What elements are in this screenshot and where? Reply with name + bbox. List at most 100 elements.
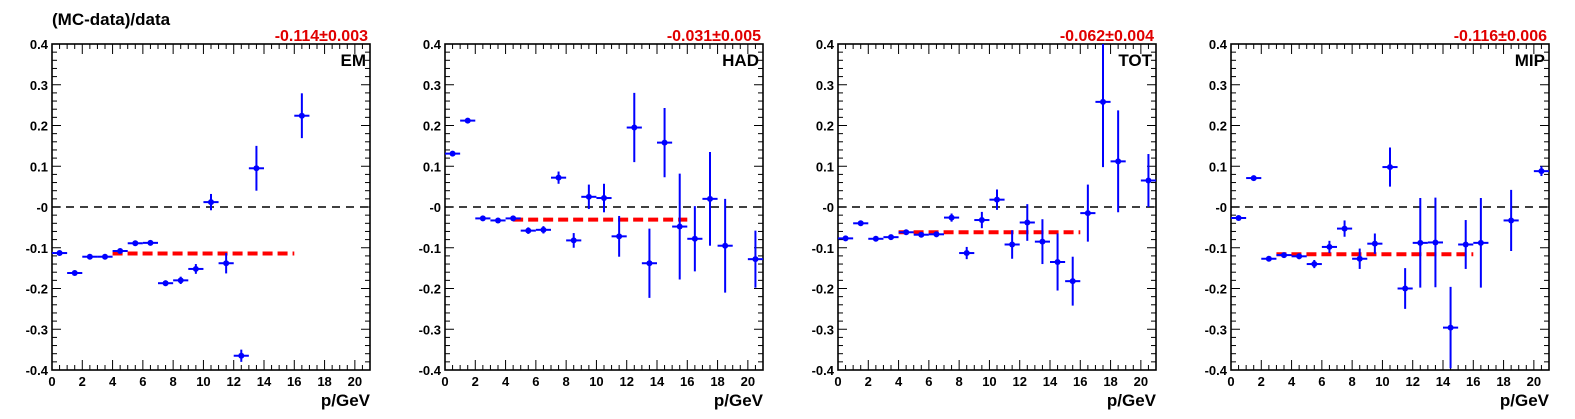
y-tick-label: 0.2 bbox=[816, 119, 834, 134]
data-point bbox=[1050, 233, 1066, 291]
data-point bbox=[1019, 204, 1035, 241]
data-point bbox=[1095, 44, 1111, 168]
y-tick-label: -0.2 bbox=[26, 282, 48, 297]
x-tick-label: 12 bbox=[619, 374, 633, 389]
data-points bbox=[445, 92, 763, 298]
data-marker bbox=[872, 235, 879, 242]
y-tick-label: 0.3 bbox=[1209, 78, 1227, 93]
panels: -0.4 -0.3 -0.2 -0.1 -0 0.1 0.2 0.3 0.4 0 2 4 6 8 10 12 1… bbox=[26, 28, 1550, 410]
data-marker bbox=[192, 265, 199, 272]
x-tick-label: 8 bbox=[170, 374, 177, 389]
data-marker bbox=[238, 352, 245, 359]
data-marker bbox=[1371, 240, 1378, 247]
data-points bbox=[1231, 147, 1549, 369]
data-point bbox=[1276, 252, 1292, 259]
data-marker bbox=[601, 195, 607, 202]
data-point bbox=[1080, 184, 1096, 242]
x-tick-label: 2 bbox=[1258, 374, 1265, 389]
data-marker bbox=[1054, 259, 1061, 266]
y-tick-label: 0.1 bbox=[423, 159, 441, 174]
y-tick-label: -0.1 bbox=[812, 241, 834, 256]
data-point bbox=[1246, 175, 1262, 182]
y-tick-label: -0 bbox=[1215, 200, 1227, 215]
data-points bbox=[52, 93, 310, 362]
x-axis-title: p/GeV bbox=[1500, 391, 1550, 410]
x-tick-label: 6 bbox=[1318, 374, 1325, 389]
x-tick-label: 4 bbox=[109, 374, 117, 389]
data-point bbox=[52, 250, 68, 257]
data-point bbox=[838, 235, 854, 242]
x-tick-label: 20 bbox=[348, 374, 362, 389]
y-tick-label: 0.4 bbox=[30, 37, 49, 52]
data-marker bbox=[1538, 168, 1545, 175]
data-point bbox=[1140, 154, 1156, 207]
data-point bbox=[989, 189, 1005, 210]
data-point bbox=[551, 171, 567, 184]
data-marker bbox=[449, 150, 456, 157]
data-point bbox=[657, 107, 673, 178]
data-point bbox=[717, 198, 733, 293]
data-marker bbox=[510, 215, 517, 222]
y-tick-label: -0.1 bbox=[1205, 241, 1227, 256]
data-point bbox=[173, 276, 189, 285]
data-marker bbox=[585, 193, 592, 200]
data-point bbox=[1427, 197, 1443, 288]
data-marker bbox=[147, 239, 154, 246]
data-marker bbox=[1084, 210, 1091, 217]
data-marker bbox=[1508, 217, 1515, 224]
y-tick-label: -0.3 bbox=[26, 322, 48, 337]
x-tick-label: 18 bbox=[710, 374, 724, 389]
x-tick-label: 12 bbox=[226, 374, 240, 389]
x-tick-label: 2 bbox=[865, 374, 872, 389]
data-point bbox=[1034, 219, 1050, 265]
x-axis-title: p/GeV bbox=[1107, 391, 1157, 410]
data-point bbox=[611, 215, 627, 257]
x-tick-label: 20 bbox=[1527, 374, 1541, 389]
x-tick-label: 8 bbox=[956, 374, 963, 389]
data-marker bbox=[1341, 225, 1348, 232]
x-tick-label: 14 bbox=[650, 374, 665, 389]
panel-label: TOT bbox=[1118, 51, 1152, 70]
data-marker bbox=[752, 256, 759, 263]
data-point bbox=[596, 183, 612, 213]
data-point bbox=[520, 227, 536, 234]
y-tick-label: 0.3 bbox=[816, 78, 834, 93]
data-point bbox=[687, 206, 703, 272]
panel-label: MIP bbox=[1515, 51, 1545, 70]
data-point bbox=[475, 215, 491, 222]
data-point bbox=[490, 217, 506, 224]
y-tick-label: -0.2 bbox=[812, 282, 834, 297]
data-marker bbox=[132, 240, 139, 247]
data-marker bbox=[978, 217, 985, 224]
data-point bbox=[747, 230, 763, 288]
x-tick-label: 14 bbox=[1043, 374, 1058, 389]
x-tick-label: 10 bbox=[196, 374, 210, 389]
fit-value-label: -0.031±0.005 bbox=[667, 28, 761, 45]
panel-tot: -0.4 -0.3 -0.2 -0.1 -0 0.1 0.2 0.3 0.4 0 2 4 6 8 10 12 1… bbox=[812, 28, 1157, 410]
data-marker bbox=[208, 199, 214, 206]
y-tick-label: 0.3 bbox=[423, 78, 441, 93]
data-marker bbox=[1250, 175, 1257, 182]
data-marker bbox=[525, 227, 532, 234]
data-point bbox=[294, 93, 310, 139]
x-tick-label: 16 bbox=[1466, 374, 1480, 389]
data-marker bbox=[1356, 255, 1363, 262]
data-point bbox=[1473, 198, 1489, 288]
data-marker bbox=[570, 237, 577, 244]
y-tick-label: 0.2 bbox=[1209, 119, 1227, 134]
data-point bbox=[581, 184, 597, 210]
data-point bbox=[460, 117, 476, 124]
y-tick-label: -0.4 bbox=[812, 363, 835, 378]
data-marker bbox=[1447, 324, 1454, 331]
x-tick-label: 0 bbox=[48, 374, 55, 389]
y-tick-label: 0.4 bbox=[816, 37, 835, 52]
y-tick-label: 0.2 bbox=[30, 119, 48, 134]
data-point bbox=[1412, 198, 1428, 288]
data-marker bbox=[223, 260, 230, 267]
data-point bbox=[1533, 166, 1549, 177]
data-points bbox=[838, 44, 1156, 306]
data-marker bbox=[933, 231, 940, 238]
y-tick-label: -0.2 bbox=[419, 282, 441, 297]
data-marker bbox=[56, 250, 63, 257]
